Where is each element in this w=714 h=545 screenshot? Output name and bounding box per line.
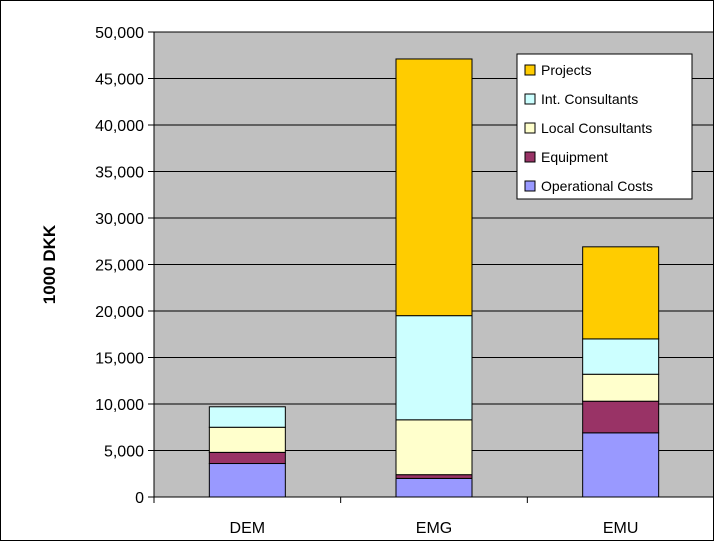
y-tick-label: 15,000 (95, 351, 144, 368)
x-axis-ticks: DEM EMG EMU (153, 497, 714, 537)
bar-segment (582, 246, 660, 340)
legend-swatch (524, 64, 536, 76)
y-tick-label: 20,000 (95, 304, 144, 321)
bar-segment (582, 400, 660, 434)
legend-swatch (524, 151, 536, 163)
bar-segment (395, 474, 473, 479)
bar-segment (208, 463, 286, 498)
y-axis-ticks: 0 5,000 10,000 15,000 20,000 25,000 30,000 35,0… (95, 25, 154, 507)
legend: Projects Int. Consultants Local Consultant… (516, 53, 693, 200)
y-tick-label: 10,000 (95, 397, 144, 414)
legend-label: Int. Consultants (541, 91, 638, 107)
y-tick-label: 50,000 (95, 25, 144, 42)
y-tick-label: 40,000 (95, 118, 144, 135)
legend-swatch (524, 93, 536, 105)
legend-swatch (524, 180, 536, 192)
bar-segment (208, 451, 286, 465)
legend-label: Operational Costs (541, 178, 653, 194)
bar-segment (395, 477, 473, 498)
legend-label: Local Consultants (541, 120, 652, 136)
bars (208, 58, 660, 498)
bar-segment (208, 426, 286, 453)
legend-box (516, 53, 693, 200)
y-tick-label: 5,000 (104, 444, 144, 461)
bar-segment (582, 432, 660, 498)
x-tick-label: EMU (603, 520, 639, 537)
legend-swatch (524, 122, 536, 134)
x-tick-label: DEM (230, 520, 266, 537)
bar-segment (395, 419, 473, 476)
y-tick-label: 45,000 (95, 72, 144, 89)
bar-segment (582, 338, 660, 375)
y-tick-label: 35,000 (95, 165, 144, 182)
legend-label: Projects (541, 62, 592, 78)
y-tick-label: 25,000 (95, 258, 144, 275)
bar-segment (395, 315, 473, 421)
y-tick-label: 0 (135, 490, 144, 507)
x-tick-label: EMG (416, 520, 452, 537)
bar-segment (582, 373, 660, 402)
y-tick-label: 30,000 (95, 211, 144, 228)
y-axis-label: 1000 DKK (40, 224, 59, 304)
bar-segment (395, 58, 473, 317)
bar-segment (208, 406, 286, 428)
legend-label: Equipment (541, 149, 608, 165)
